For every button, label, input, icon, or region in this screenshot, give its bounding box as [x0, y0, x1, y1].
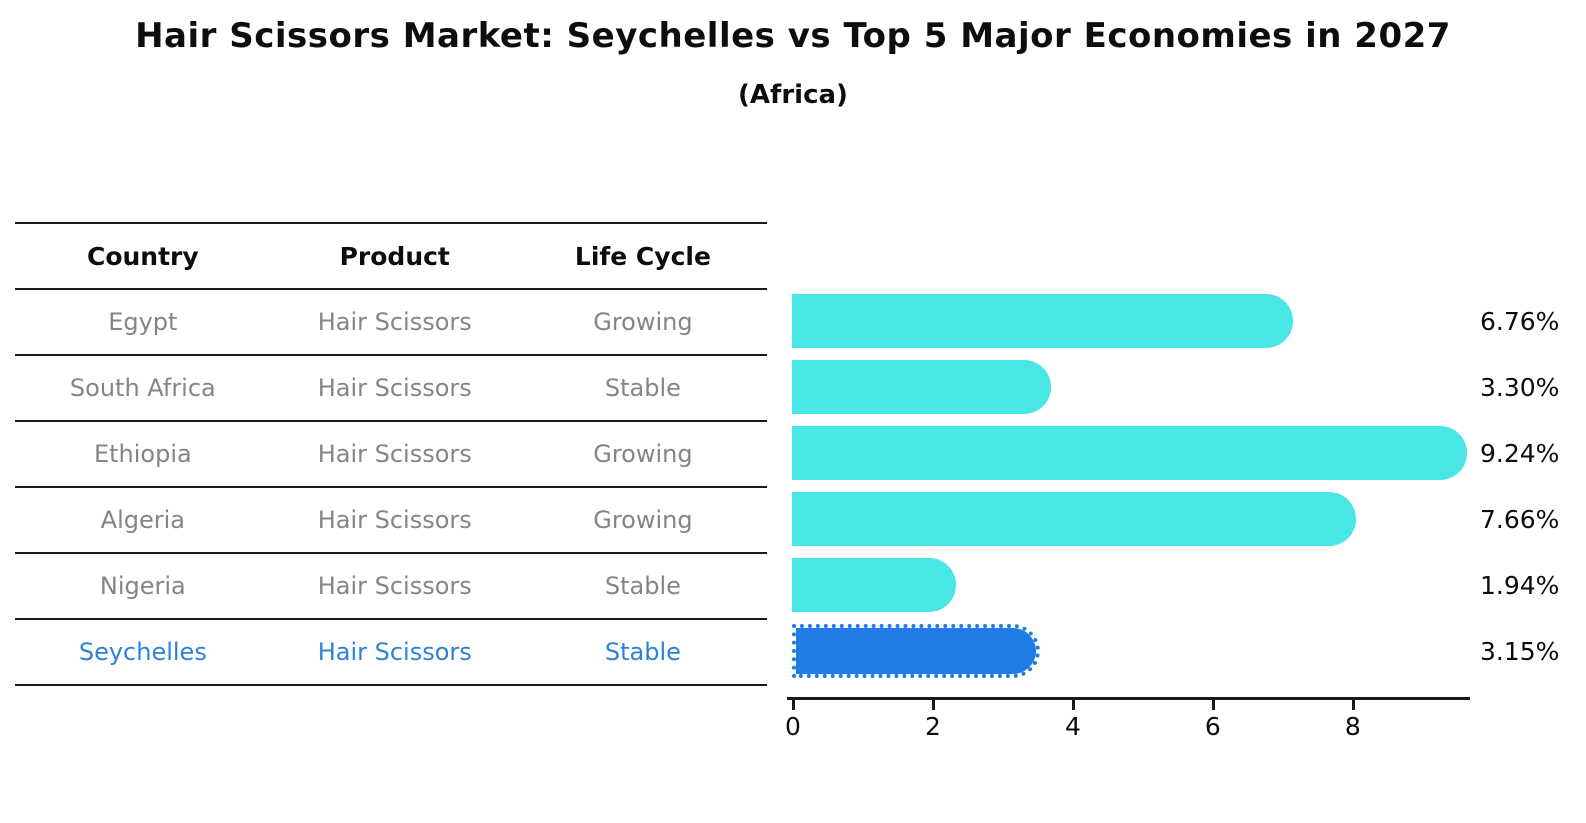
bar-slot: 3.15%: [792, 618, 1559, 684]
x-axis-tick-label: 2: [925, 712, 941, 741]
bar-value-label: 3.30%: [1480, 372, 1560, 402]
x-axis-tick-label: 8: [1344, 712, 1361, 741]
table-cell-life-cycle: Growing: [593, 440, 693, 468]
table-cell-product: Hair Scissors: [317, 374, 472, 402]
bar-slot: 7.66%: [792, 486, 1559, 552]
table-cell-country: Egypt: [108, 308, 178, 336]
chart-subtitle: (Africa): [738, 80, 848, 110]
table-cell-country: Nigeria: [99, 572, 186, 600]
table-cell-product: Hair Scissors: [317, 638, 472, 666]
bar-south-africa: [792, 360, 1051, 414]
table-cell-life-cycle: Stable: [604, 572, 681, 600]
x-axis-tick-label: 4: [1064, 712, 1081, 741]
table-cell-country: Algeria: [100, 506, 185, 534]
table-cell-product: Hair Scissors: [317, 308, 472, 336]
x-axis-tick-mark: [1211, 700, 1215, 710]
table-cell-life-cycle: Stable: [604, 638, 681, 666]
x-axis-tick-label: 0: [785, 712, 801, 741]
x-axis-tick-mark: [1351, 700, 1355, 710]
bar-value-label: 6.76%: [1480, 306, 1560, 336]
x-axis-tick-mark: [931, 700, 935, 710]
table-cell-product: Hair Scissors: [317, 440, 472, 468]
bar-plot-area: 6.76% 3.30% 9.24% 7.66% 1.94% 3.15%: [792, 288, 1559, 684]
table-cell-life-cycle: Growing: [593, 506, 693, 534]
table-cell-country: South Africa: [69, 374, 216, 402]
column-header-product: Product: [339, 241, 450, 271]
column-header-country: Country: [86, 241, 199, 271]
column-header-lifecycle: Life Cycle: [574, 241, 711, 271]
table-row: Algeria Hair Scissors Growing: [15, 488, 767, 554]
table-row: Ethiopia Hair Scissors Growing: [15, 422, 767, 488]
table-row: Nigeria Hair Scissors Stable: [15, 554, 767, 620]
bar-slot: 1.94%: [792, 552, 1559, 618]
chart-title: Hair Scissors Market: Seychelles vs Top …: [135, 16, 1451, 56]
bar-algeria: [792, 492, 1357, 546]
x-axis-tick-label: 6: [1204, 712, 1221, 741]
table-row: Seychelles Hair Scissors Stable: [15, 620, 767, 686]
bar-value-label: 9.24%: [1480, 438, 1560, 468]
bar-ethiopia: [792, 426, 1467, 480]
table-cell-life-cycle: Growing: [593, 308, 693, 336]
table-cell-country: Seychelles: [78, 638, 207, 666]
bar-slot: 3.30%: [792, 354, 1559, 420]
table-cell-life-cycle: Stable: [604, 374, 681, 402]
bar-egypt: [792, 294, 1294, 348]
table-header-row: Country Product Life Cycle: [15, 224, 767, 290]
x-axis-line: [787, 697, 1470, 700]
bar-seychelles-highlighted: [792, 624, 1041, 678]
country-table: Country Product Life Cycle Egypt Hair Sci…: [15, 222, 767, 686]
bar-nigeria: [792, 558, 956, 612]
bar-value-label: 7.66%: [1480, 504, 1560, 534]
table-row: South Africa Hair Scissors Stable: [15, 356, 767, 422]
bar-value-label: 1.94%: [1480, 570, 1560, 600]
table-row: Egypt Hair Scissors Growing: [15, 290, 767, 356]
bar-value-label: 3.15%: [1480, 636, 1560, 666]
table-cell-country: Ethiopia: [93, 440, 192, 468]
x-axis-tick-mark: [792, 700, 795, 710]
x-axis-tick-mark: [1071, 700, 1075, 710]
bar-slot: 6.76%: [792, 288, 1559, 354]
table-cell-product: Hair Scissors: [317, 572, 472, 600]
table-body: Egypt Hair Scissors Growing South Africa Hai…: [15, 290, 767, 686]
table-cell-product: Hair Scissors: [317, 506, 472, 534]
bar-slot: 9.24%: [792, 420, 1559, 486]
